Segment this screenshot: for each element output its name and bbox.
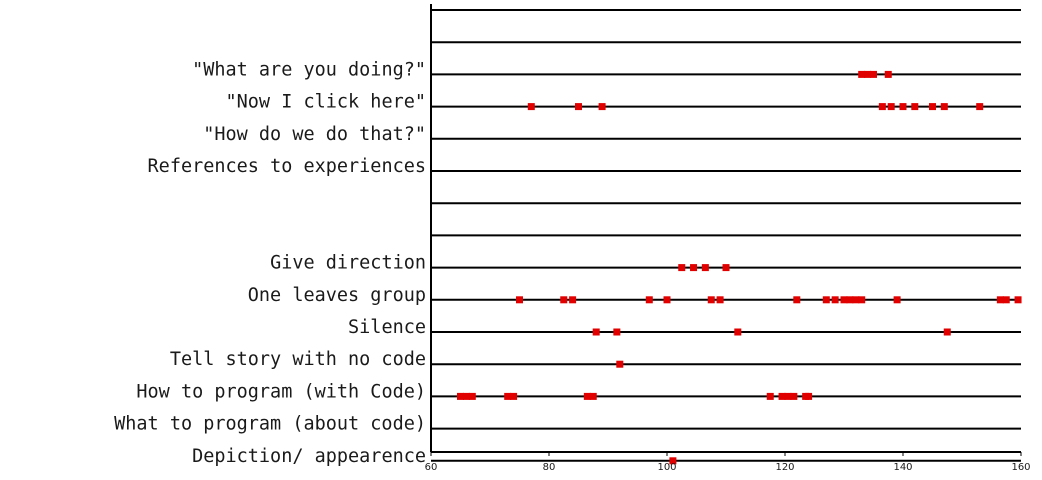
data-point — [976, 103, 984, 111]
category-label: "How do we do that?" — [203, 124, 426, 145]
x-axis: 60 80 100 120 140 160 — [425, 4, 1031, 473]
data-point — [569, 296, 577, 304]
data-point — [707, 296, 715, 304]
data-point — [1014, 296, 1022, 304]
data-point — [722, 264, 730, 272]
data-point — [940, 103, 948, 111]
category-label: Silence — [348, 317, 426, 338]
data-point — [575, 103, 582, 111]
data-point — [598, 103, 606, 111]
category-label: "What are you doing?" — [192, 59, 426, 80]
data-point — [778, 392, 786, 400]
data-point — [858, 70, 866, 78]
data-point — [510, 392, 518, 400]
data-point — [468, 392, 476, 400]
data-point — [784, 392, 792, 400]
data-point — [669, 457, 677, 465]
data-point — [663, 296, 671, 304]
category-label: Give direction — [270, 253, 426, 274]
x-tick-label: 80 — [543, 462, 556, 473]
category-label: What to program (about code) — [114, 414, 426, 435]
data-point — [893, 296, 901, 304]
category-label: One leaves group — [248, 285, 426, 306]
x-tick-label: 60 — [425, 462, 438, 473]
data-point — [766, 392, 774, 400]
data-point — [899, 103, 907, 111]
category-label: Tell story with no code — [170, 349, 426, 370]
data-point — [583, 392, 591, 400]
data-point — [929, 103, 936, 111]
data-point — [870, 70, 877, 78]
data-point — [805, 392, 813, 400]
data-point — [678, 264, 686, 272]
data-point — [516, 296, 523, 304]
category-label: References to experiences — [148, 156, 426, 177]
x-tick-label: 160 — [1011, 462, 1030, 473]
category-label: "Now I click here" — [226, 92, 426, 113]
data-point — [560, 296, 568, 304]
data-point — [690, 264, 698, 272]
data-point — [734, 328, 742, 336]
data-point — [1002, 296, 1010, 304]
data-point — [716, 296, 724, 304]
data-point — [462, 392, 470, 400]
data-point — [589, 392, 597, 400]
data-point — [884, 70, 892, 78]
data-point — [822, 296, 830, 304]
data-point — [852, 296, 860, 304]
data-point — [887, 103, 895, 111]
data-point — [527, 103, 535, 111]
data-point — [864, 70, 872, 78]
data-point — [457, 392, 464, 400]
data-point — [616, 360, 624, 368]
data-point — [790, 392, 798, 400]
x-tick-label: 100 — [657, 462, 676, 473]
points-layer — [457, 70, 1022, 465]
category-label: Depiction/ appearence — [192, 446, 426, 467]
data-point — [846, 296, 854, 304]
data-point — [504, 392, 512, 400]
data-point — [645, 296, 653, 304]
data-point — [943, 328, 951, 336]
rows-layer: "What are you doing?" "Now I click here" "… — [114, 9, 1021, 467]
data-point — [592, 328, 600, 336]
x-tick-label: 140 — [893, 462, 912, 473]
data-point — [911, 103, 919, 111]
data-point — [793, 296, 801, 304]
data-point — [996, 296, 1004, 304]
data-point — [701, 264, 709, 272]
data-point — [878, 103, 886, 111]
data-point — [840, 296, 848, 304]
data-point — [613, 328, 621, 336]
data-point — [831, 296, 839, 304]
x-tick-label: 120 — [775, 462, 794, 473]
category-label: How to program (with Code) — [136, 381, 426, 402]
data-point — [858, 296, 866, 304]
